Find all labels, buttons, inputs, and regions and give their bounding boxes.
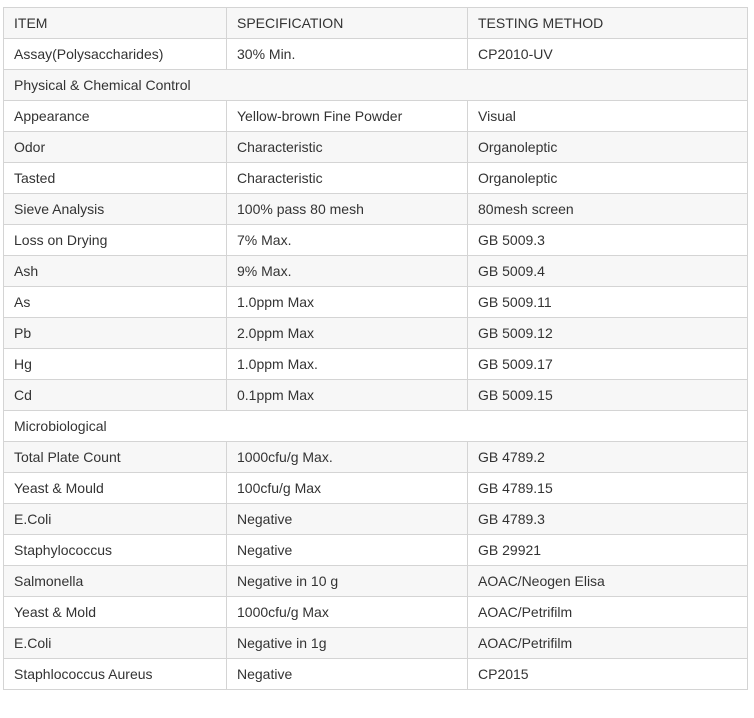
table-cell: GB 5009.3: [467, 224, 748, 256]
table-cell: Negative: [226, 503, 468, 535]
table-row: Odor Characteristic Organoleptic: [3, 131, 748, 163]
table-cell: Staphlococcus Aureus: [3, 658, 227, 690]
section-row: Microbiological: [3, 410, 748, 442]
table-cell: Tasted: [3, 162, 227, 194]
table-cell: ITEM: [3, 7, 227, 39]
table-row: Sieve Analysis 100% pass 80 mesh 80mesh sc…: [3, 193, 748, 225]
table-row: As 1.0ppm Max GB 5009.11: [3, 286, 748, 318]
table-cell: 7% Max.: [226, 224, 468, 256]
section-row: Physical & Chemical Control: [3, 69, 748, 101]
table-cell: AOAC/Neogen Elisa: [467, 565, 748, 597]
table-cell: 80mesh screen: [467, 193, 748, 225]
table-cell: 100cfu/g Max: [226, 472, 468, 504]
table-row: E.Coli Negative GB 4789.3: [3, 503, 748, 535]
table-cell: Negative in 10 g: [226, 565, 468, 597]
table-cell: Characteristic: [226, 162, 468, 194]
table-cell: Ash: [3, 255, 227, 287]
table-cell: 9% Max.: [226, 255, 468, 287]
table-row: Salmonella Negative in 10 g AOAC/Neogen El…: [3, 565, 748, 597]
table-cell: Microbiological: [3, 410, 748, 442]
table-cell: Yeast & Mold: [3, 596, 227, 628]
table-cell: Hg: [3, 348, 227, 380]
table-cell: SPECIFICATION: [226, 7, 468, 39]
table-cell: GB 4789.2: [467, 441, 748, 473]
table-cell: Organoleptic: [467, 162, 748, 194]
table-row: Ash 9% Max. GB 5009.4: [3, 255, 748, 287]
table-cell: Yellow-brown Fine Powder: [226, 100, 468, 132]
table-cell: 1.0ppm Max.: [226, 348, 468, 380]
table-cell: TESTING METHOD: [467, 7, 748, 39]
table-cell: CP2015: [467, 658, 748, 690]
table-cell: Pb: [3, 317, 227, 349]
specification-table: ITEM SPECIFICATION TESTING METHOD Assay(Pol…: [3, 7, 748, 690]
table-cell: 100% pass 80 mesh: [226, 193, 468, 225]
table-cell: Total Plate Count: [3, 441, 227, 473]
table-cell: E.Coli: [3, 503, 227, 535]
table-cell: Negative in 1g: [226, 627, 468, 659]
table-row: Yeast & Mould 100cfu/g Max GB 4789.15: [3, 472, 748, 504]
table-cell: 1000cfu/g Max.: [226, 441, 468, 473]
table-cell: GB 5009.12: [467, 317, 748, 349]
table-cell: Negative: [226, 658, 468, 690]
table-cell: Negative: [226, 534, 468, 566]
table-cell: GB 5009.17: [467, 348, 748, 380]
table-header-row: ITEM SPECIFICATION TESTING METHOD: [3, 7, 748, 39]
table-cell: Cd: [3, 379, 227, 411]
table-cell: AOAC/Petrifilm: [467, 596, 748, 628]
table-cell: GB 4789.15: [467, 472, 748, 504]
table-cell: E.Coli: [3, 627, 227, 659]
table-cell: GB 4789.3: [467, 503, 748, 535]
table-row: Pb 2.0ppm Max GB 5009.12: [3, 317, 748, 349]
table-row: Yeast & Mold 1000cfu/g Max AOAC/Petrifilm: [3, 596, 748, 628]
table-cell: 30% Min.: [226, 38, 468, 70]
table-cell: Yeast & Mould: [3, 472, 227, 504]
table-row: Staphylococcus Negative GB 29921: [3, 534, 748, 566]
table-row: E.Coli Negative in 1g AOAC/Petrifilm: [3, 627, 748, 659]
table-cell: Sieve Analysis: [3, 193, 227, 225]
table-cell: Physical & Chemical Control: [3, 69, 748, 101]
table-cell: Salmonella: [3, 565, 227, 597]
table-row: Cd 0.1ppm Max GB 5009.15: [3, 379, 748, 411]
table-cell: GB 5009.4: [467, 255, 748, 287]
table-cell: 2.0ppm Max: [226, 317, 468, 349]
table-row: Appearance Yellow-brown Fine Powder Visual: [3, 100, 748, 132]
table-cell: 1000cfu/g Max: [226, 596, 468, 628]
table-row: Total Plate Count 1000cfu/g Max. GB 4789.2: [3, 441, 748, 473]
table-cell: Organoleptic: [467, 131, 748, 163]
table-cell: 1.0ppm Max: [226, 286, 468, 318]
table-cell: AOAC/Petrifilm: [467, 627, 748, 659]
table-cell: Staphylococcus: [3, 534, 227, 566]
table-cell: 0.1ppm Max: [226, 379, 468, 411]
table-cell: Loss on Drying: [3, 224, 227, 256]
table-row: Hg 1.0ppm Max. GB 5009.17: [3, 348, 748, 380]
table-cell: GB 29921: [467, 534, 748, 566]
table-cell: Odor: [3, 131, 227, 163]
table-cell: Appearance: [3, 100, 227, 132]
table-cell: CP2010-UV: [467, 38, 748, 70]
table-cell: GB 5009.15: [467, 379, 748, 411]
table-cell: Visual: [467, 100, 748, 132]
table-row: Loss on Drying 7% Max. GB 5009.3: [3, 224, 748, 256]
table-cell: GB 5009.11: [467, 286, 748, 318]
table-cell: Assay(Polysaccharides): [3, 38, 227, 70]
table-row: Tasted Characteristic Organoleptic: [3, 162, 748, 194]
table-cell: Characteristic: [226, 131, 468, 163]
table-row: Staphlococcus Aureus Negative CP2015: [3, 658, 748, 690]
table-cell: As: [3, 286, 227, 318]
table-row: Assay(Polysaccharides) 30% Min. CP2010-UV: [3, 38, 748, 70]
